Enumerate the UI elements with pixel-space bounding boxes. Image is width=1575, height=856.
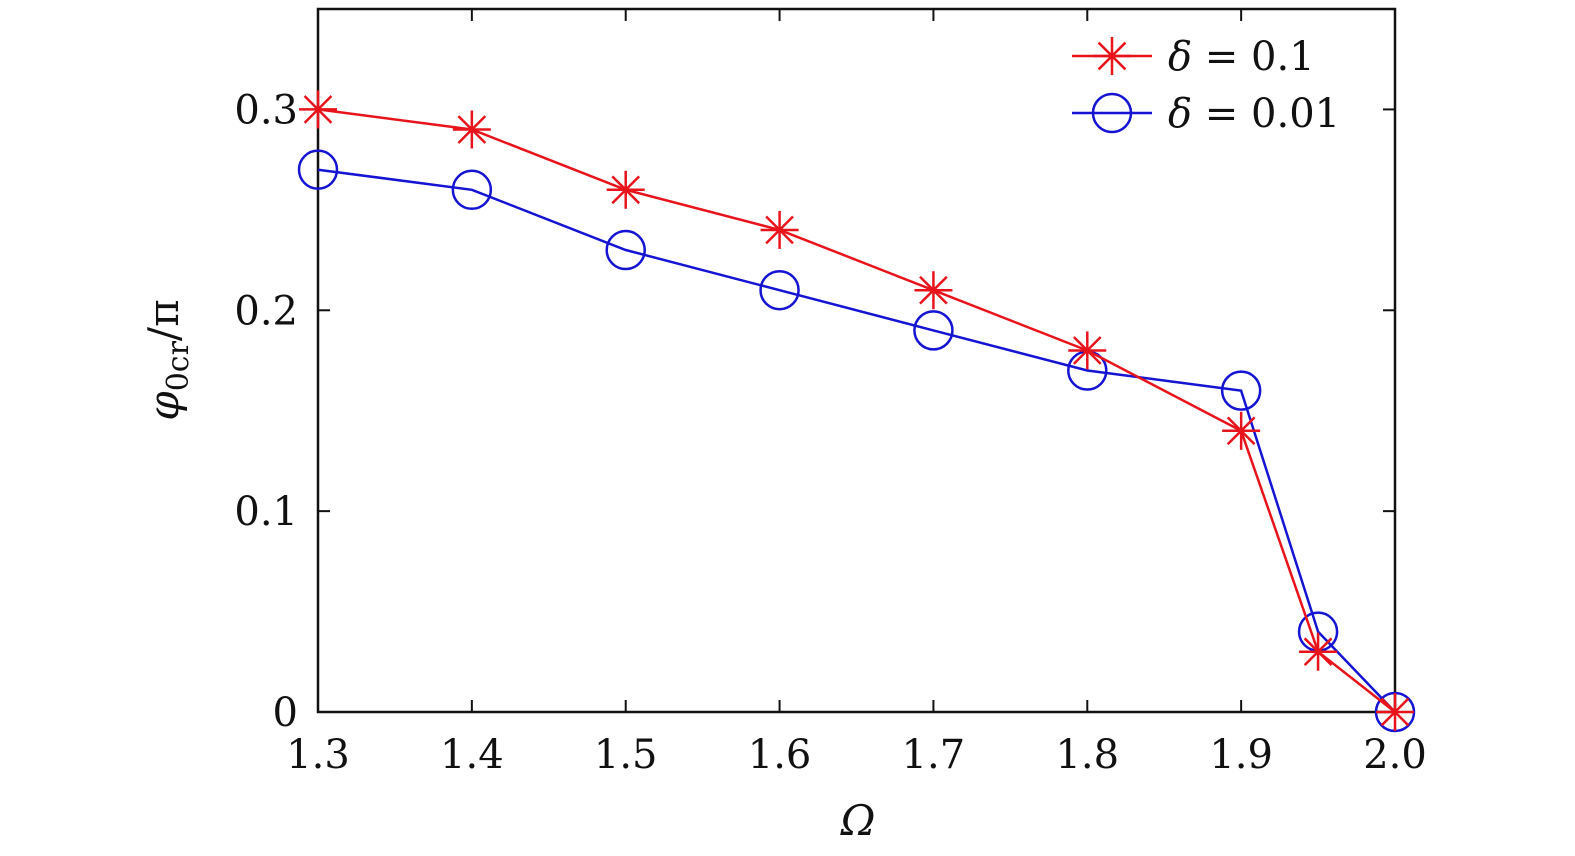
x-tick-label: 1.3 xyxy=(286,732,350,778)
x-tick-label: 1.4 xyxy=(440,732,504,778)
data-point-asterisk xyxy=(452,110,491,149)
marker-stroke xyxy=(1226,416,1256,446)
x-tick-label: 1.9 xyxy=(1209,732,1273,778)
series-line xyxy=(317,108,1396,713)
x-axis-label: Ω xyxy=(840,796,876,845)
marker-stroke xyxy=(457,115,487,144)
legend-symbol: δ xyxy=(1168,34,1192,80)
data-point-circle xyxy=(759,269,800,311)
marker-stroke xyxy=(303,95,333,124)
y-tick-label: 0.1 xyxy=(234,489,298,535)
series-delta-0-01 xyxy=(297,149,1416,733)
x-tick-label: 1.8 xyxy=(1055,732,1119,778)
data-point-asterisk xyxy=(760,210,799,249)
legend-entry: δ = 0.1 xyxy=(1072,34,1315,80)
series-delta-0-1 xyxy=(299,90,1414,731)
series-line xyxy=(317,168,1396,713)
data-point-asterisk xyxy=(1068,331,1107,370)
data-point-asterisk xyxy=(606,170,645,209)
data-point-circle xyxy=(913,310,954,351)
data-point-asterisk xyxy=(299,90,337,129)
marker-stroke xyxy=(765,215,794,245)
marker-stroke xyxy=(1380,697,1410,727)
y-axis-label-sub: 0cr xyxy=(161,340,196,391)
data-point-circle xyxy=(605,229,646,271)
legend-entry: δ = 0.01 xyxy=(1072,91,1340,137)
marker-stroke xyxy=(1072,336,1102,365)
legend-label: δ = 0.1 xyxy=(1168,34,1315,80)
legend-value: = 0.1 xyxy=(1192,34,1315,80)
marker-stroke xyxy=(1097,41,1127,71)
legend-symbol: δ xyxy=(1168,91,1192,137)
x-tick-label: 1.5 xyxy=(594,732,658,778)
legend-marker xyxy=(1093,37,1131,75)
y-axis-label-main: φ xyxy=(139,391,188,421)
y-tick-label: 0.3 xyxy=(234,87,298,133)
marker-stroke xyxy=(919,275,948,305)
y-axis-label: φ0cr/π xyxy=(139,299,196,420)
series-layer xyxy=(297,90,1416,733)
x-tick-label: 2.0 xyxy=(1363,732,1427,778)
x-tick-label: 1.7 xyxy=(902,732,966,778)
data-point-circle xyxy=(297,149,339,190)
y-tick-label: 0 xyxy=(273,690,298,736)
data-point-asterisk xyxy=(914,271,953,310)
legend-value: = 0.01 xyxy=(1192,91,1340,137)
data-point-asterisk xyxy=(1222,411,1261,450)
data-point-circle xyxy=(1220,370,1262,411)
data-point-asterisk xyxy=(1376,693,1414,731)
y-tick-label: 0.2 xyxy=(234,288,298,334)
y-axis-ticks: 0 0.1 0.2 0.3 xyxy=(234,87,1395,736)
legend: δ = 0.1δ = 0.01 xyxy=(1072,34,1340,137)
marker-stroke xyxy=(611,175,641,205)
plot-frame xyxy=(316,7,1397,714)
x-axis-ticks: 1.3 1.4 1.5 1.6 1.7 1.8 1.9 2.0 xyxy=(286,9,1427,778)
data-point-circle xyxy=(451,169,493,211)
data-point-asterisk xyxy=(1299,632,1338,671)
y-axis-label-tail: /π xyxy=(139,299,188,341)
x-tick-label: 1.6 xyxy=(748,732,812,778)
marker-stroke xyxy=(1303,637,1333,667)
legend-label: δ = 0.01 xyxy=(1168,91,1340,137)
legend-marker xyxy=(1091,92,1133,134)
